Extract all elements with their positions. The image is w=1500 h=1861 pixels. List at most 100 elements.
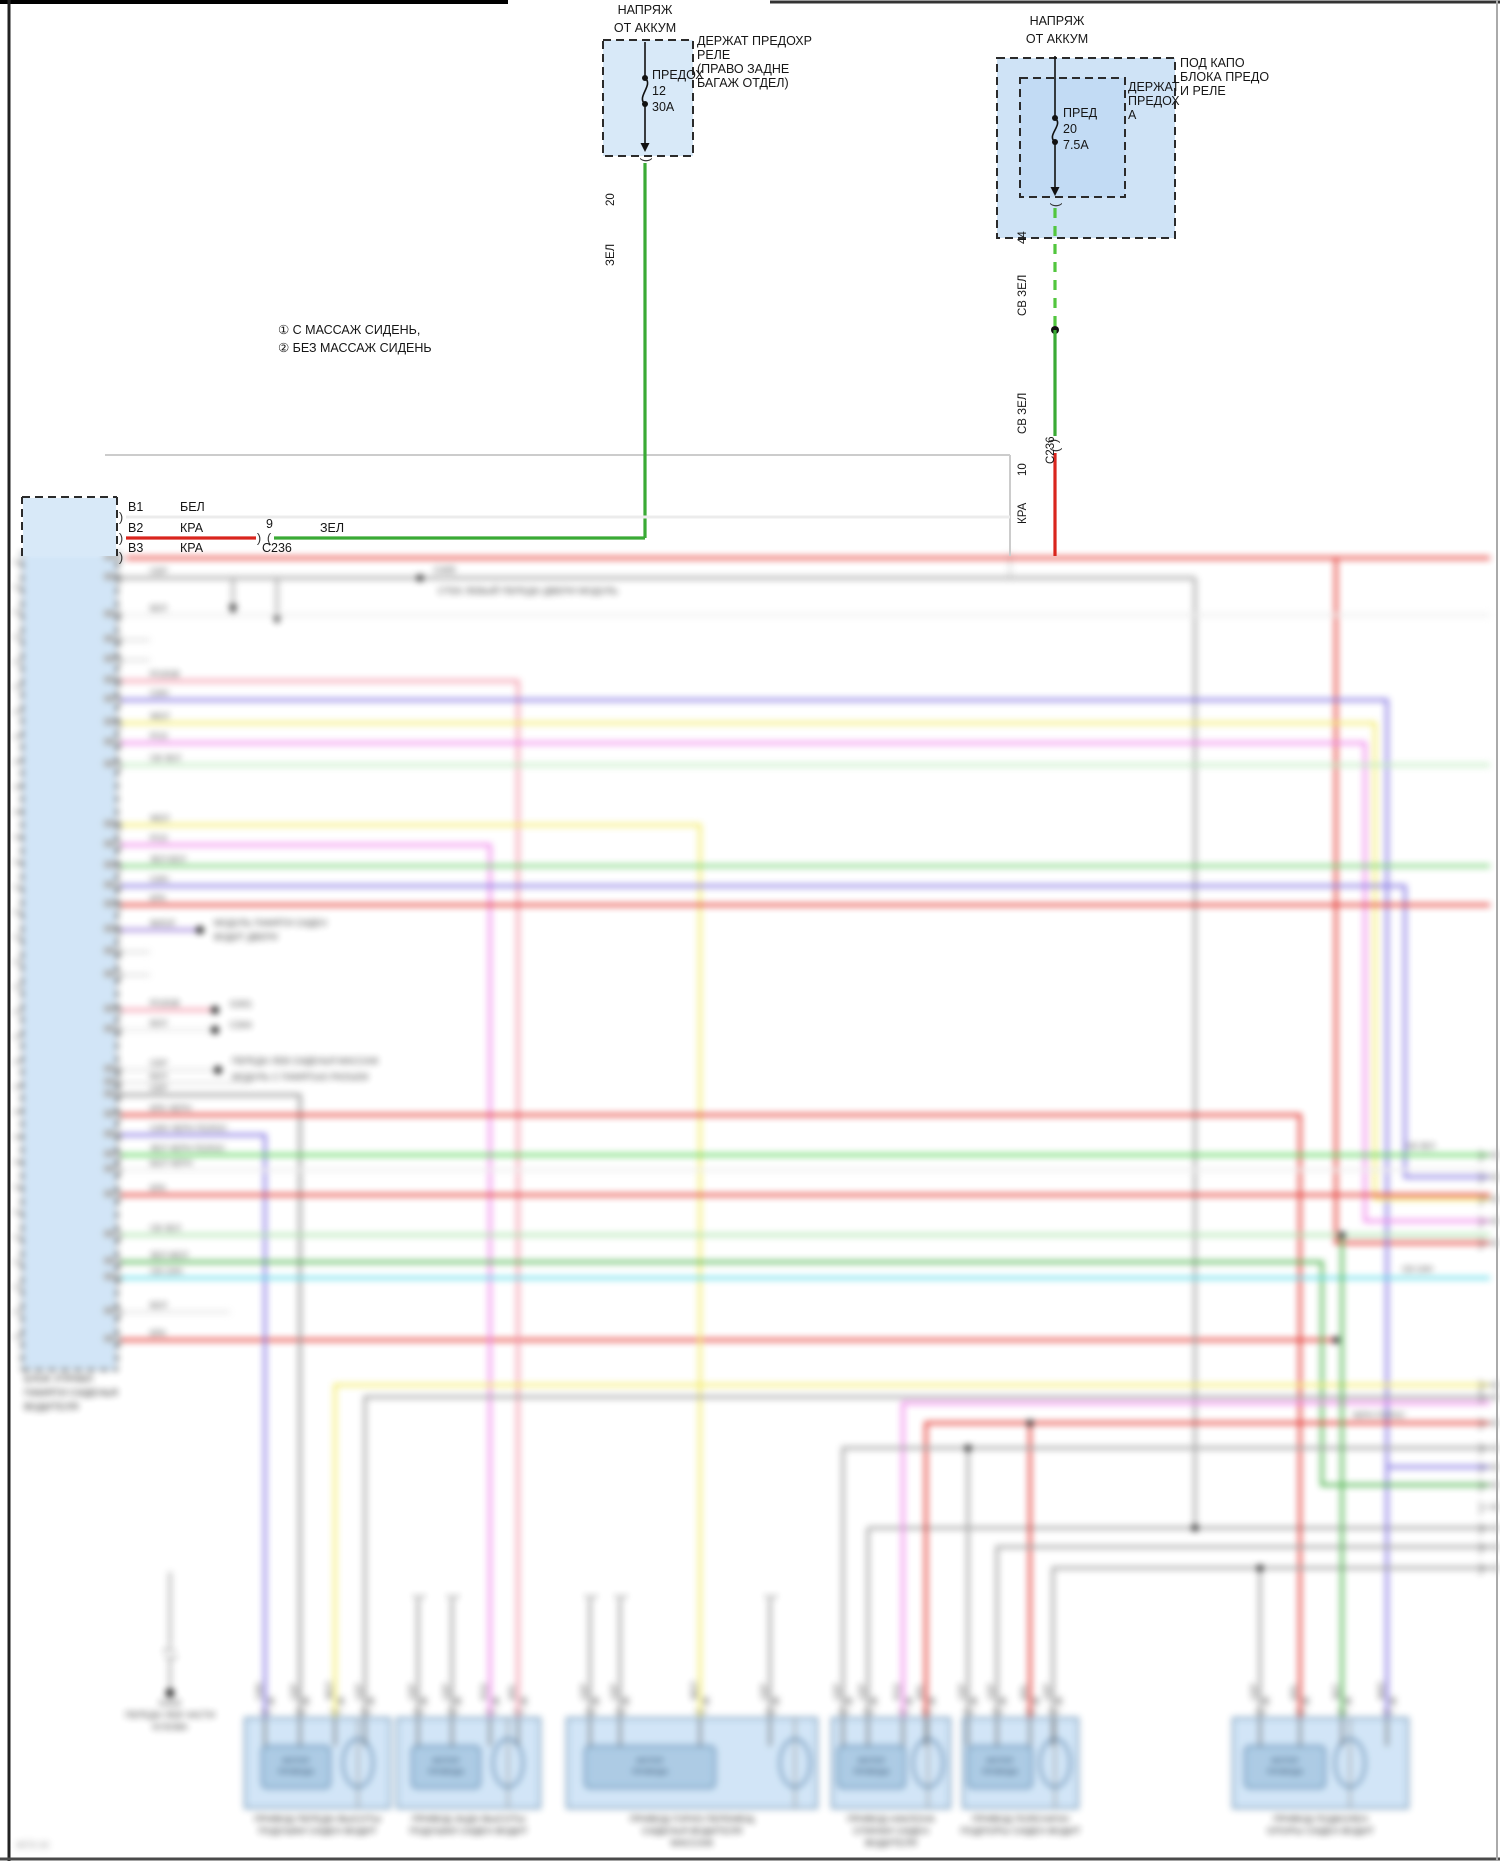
- svg-text:): ): [1479, 1416, 1483, 1431]
- svg-text:РОЗ: РОЗ: [150, 731, 167, 741]
- svg-text:РОЗОВ: РОЗОВ: [150, 669, 180, 679]
- svg-text:КРА: КРА: [150, 1328, 166, 1338]
- svg-text:(: (: [411, 1709, 426, 1714]
- svg-text:): ): [117, 674, 121, 689]
- svg-text:СЕР: СЕР: [150, 1083, 168, 1093]
- svg-text:СЕР: СЕР: [610, 1684, 619, 1700]
- pin-b1-label: B1: [128, 500, 144, 514]
- svg-text:ПОДПОРЫ СИДЕН ВОДИТ: ПОДПОРЫ СИДЕН ВОДИТ: [960, 1826, 1080, 1837]
- svg-text:МОТОР: МОТОР: [858, 1756, 885, 1765]
- svg-text:(: (: [1293, 1709, 1308, 1714]
- svg-text:): ): [117, 968, 121, 983]
- svg-text:СЕР: СЕР: [408, 1684, 417, 1700]
- svg-text:): ): [117, 608, 121, 623]
- svg-text:СЕР: СЕР: [760, 1684, 769, 1700]
- fuse-name: ПРЕДОХ: [652, 68, 704, 82]
- svg-text:ПРИВОДА: ПРИВОДА: [853, 1767, 889, 1776]
- svg-text:(: (: [613, 1709, 628, 1714]
- svg-text:ПРИВОД ПОДКОЛЕН: ПРИВОД ПОДКОЛЕН: [1273, 1814, 1368, 1825]
- svg-text:СПИНКИ СИДЕН: СПИНКИ СИДЕН: [853, 1826, 929, 1837]
- supply-label-line2: ОТ АККУМ: [613, 21, 677, 35]
- svg-text:): ): [117, 758, 121, 773]
- wire-svzel-label-1: СВ ЗЕЛ: [1017, 274, 1029, 316]
- svg-text:ЖЕЛ: ЖЕЛ: [690, 1682, 699, 1700]
- svg-text:СЕР: СЕР: [987, 1684, 996, 1700]
- svg-text:(: (: [163, 1648, 178, 1653]
- blurred-wires-canvas: ))))))))))))))))))))))))))))))))) (((((((…: [14, 552, 1498, 1850]
- svg-text:КРА: КРА: [508, 1685, 517, 1700]
- svg-text:(: (: [1023, 1709, 1038, 1714]
- svg-text:ЗЕЛ ЖЕЛ: ЗЕЛ ЖЕЛ: [150, 1250, 188, 1260]
- inner-box-label-line2: ПРЕДОХ: [1128, 94, 1180, 108]
- svg-text:КУЗОВА: КУЗОВА: [153, 1722, 188, 1732]
- svg-text:(: (: [693, 1709, 708, 1714]
- svg-text:СЕР: СЕР: [833, 1684, 842, 1700]
- svg-text:): ): [1479, 1460, 1483, 1475]
- svg-text:(: (: [1048, 447, 1063, 452]
- svg-text:(: (: [836, 1709, 851, 1714]
- svg-text:СВ ЗЕЛ: СВ ЗЕЛ: [150, 1223, 181, 1233]
- svg-text:СЕР: СЕР: [355, 1684, 364, 1700]
- svg-text:ВОДИТЕЛЯ: ВОДИТЕЛЯ: [24, 1402, 78, 1413]
- svg-text:ПРИВОД НАКЛОНА: ПРИВОД НАКЛОНА: [847, 1814, 935, 1825]
- svg-text:): ): [1479, 1236, 1483, 1251]
- svg-text:): ): [117, 736, 121, 751]
- svg-text:ПРИВОДА: ПРИВОДА: [632, 1767, 668, 1776]
- svg-text:): ): [1479, 1170, 1483, 1185]
- svg-text:ЗЕЛ ЧЕРН ПОЛОС: ЗЕЛ ЧЕРН ПОЛОС: [150, 1143, 225, 1153]
- svg-text:МОТОР: МОТОР: [636, 1756, 663, 1765]
- svg-text:): ): [117, 1076, 121, 1091]
- note-with-massage: ① С МАССАЖ СИДЕНЬ,: [278, 323, 421, 337]
- svg-text:КРА: КРА: [150, 1183, 166, 1193]
- pin-b3-label: B3: [128, 541, 144, 555]
- svg-text:): ): [117, 818, 121, 833]
- svg-text:МОДУЛЬ С ПАМЯТЬЮ РАЗЪЕМ: МОДУЛЬ С ПАМЯТЬЮ РАЗЪЕМ: [232, 1072, 368, 1082]
- svg-text:): ): [1479, 1561, 1483, 1576]
- svg-text:БЕЛ: БЕЛ: [150, 1300, 167, 1310]
- outer-box-label-line2: БЛОКА ПРЕДО: [1180, 70, 1270, 84]
- svg-text:): ): [1479, 1478, 1483, 1493]
- holder-label-line2: РЕЛЕ: [697, 48, 731, 62]
- svg-text:): ): [117, 1305, 121, 1320]
- svg-text:): ): [117, 716, 121, 731]
- svg-text:): ): [117, 898, 121, 913]
- svg-text:(: (: [293, 1709, 308, 1714]
- svg-text:G402: G402: [159, 1698, 181, 1708]
- svg-text:СВ СИН: СВ СИН: [1402, 1265, 1433, 1274]
- pin-20-label: 20: [605, 193, 617, 206]
- pin-b2-label: B2: [128, 521, 144, 535]
- svg-text:): ): [1479, 1441, 1483, 1456]
- inner-box-label-line1: ДЕРЖАТ: [1128, 80, 1180, 94]
- svg-text:): ): [117, 1163, 121, 1178]
- svg-text:): ): [117, 838, 121, 853]
- pin-44-label: 44: [1017, 231, 1029, 244]
- svg-text:): ): [117, 1271, 121, 1286]
- svg-text:): ): [1479, 1390, 1483, 1405]
- svg-text:ПРИВОДА: ПРИВОДА: [1267, 1767, 1303, 1776]
- svg-text:): ): [117, 1148, 121, 1163]
- svg-text:): ): [117, 1108, 121, 1123]
- svg-text:): ): [117, 923, 121, 938]
- outer-box-label-line3: И РЕЛЕ: [1180, 84, 1226, 98]
- svg-text:): ): [117, 1228, 121, 1243]
- svg-text:ФИО: ФИО: [1377, 1682, 1386, 1700]
- svg-text:): ): [1479, 1521, 1483, 1536]
- svg-text:G301: G301: [230, 999, 252, 1009]
- svg-text:ПРИВОДА: ПРИВОДА: [428, 1767, 464, 1776]
- svg-text:СИДЕНЬЯ ВОДИТЕЛЯ: СИДЕНЬЯ ВОДИТЕЛЯ: [642, 1826, 742, 1837]
- svg-text:(: (: [1253, 1709, 1268, 1714]
- svg-text:ОПОРЫ СИДЕН ВОДИТ: ОПОРЫ СИДЕН ВОДИТ: [1267, 1826, 1374, 1837]
- svg-text:(: (: [445, 1709, 460, 1714]
- svg-text:БЕЛ: БЕЛ: [150, 1071, 167, 1081]
- holder-label-line3: (ПРАВО ЗАДНЕ: [697, 62, 790, 76]
- wire-bel-label: БЕЛ: [180, 500, 205, 514]
- svg-text:СЕР: СЕР: [858, 1684, 867, 1700]
- svg-text:): ): [1479, 1192, 1483, 1207]
- svg-text:БЛОК УПРАВЛ: БЛОК УПРАВЛ: [24, 1374, 93, 1385]
- svg-text:МОТОР: МОТОР: [432, 1756, 459, 1765]
- svg-text:): ): [117, 1255, 121, 1270]
- svg-text:РОЗ: РОЗ: [150, 833, 167, 843]
- svg-text:(: (: [328, 1709, 343, 1714]
